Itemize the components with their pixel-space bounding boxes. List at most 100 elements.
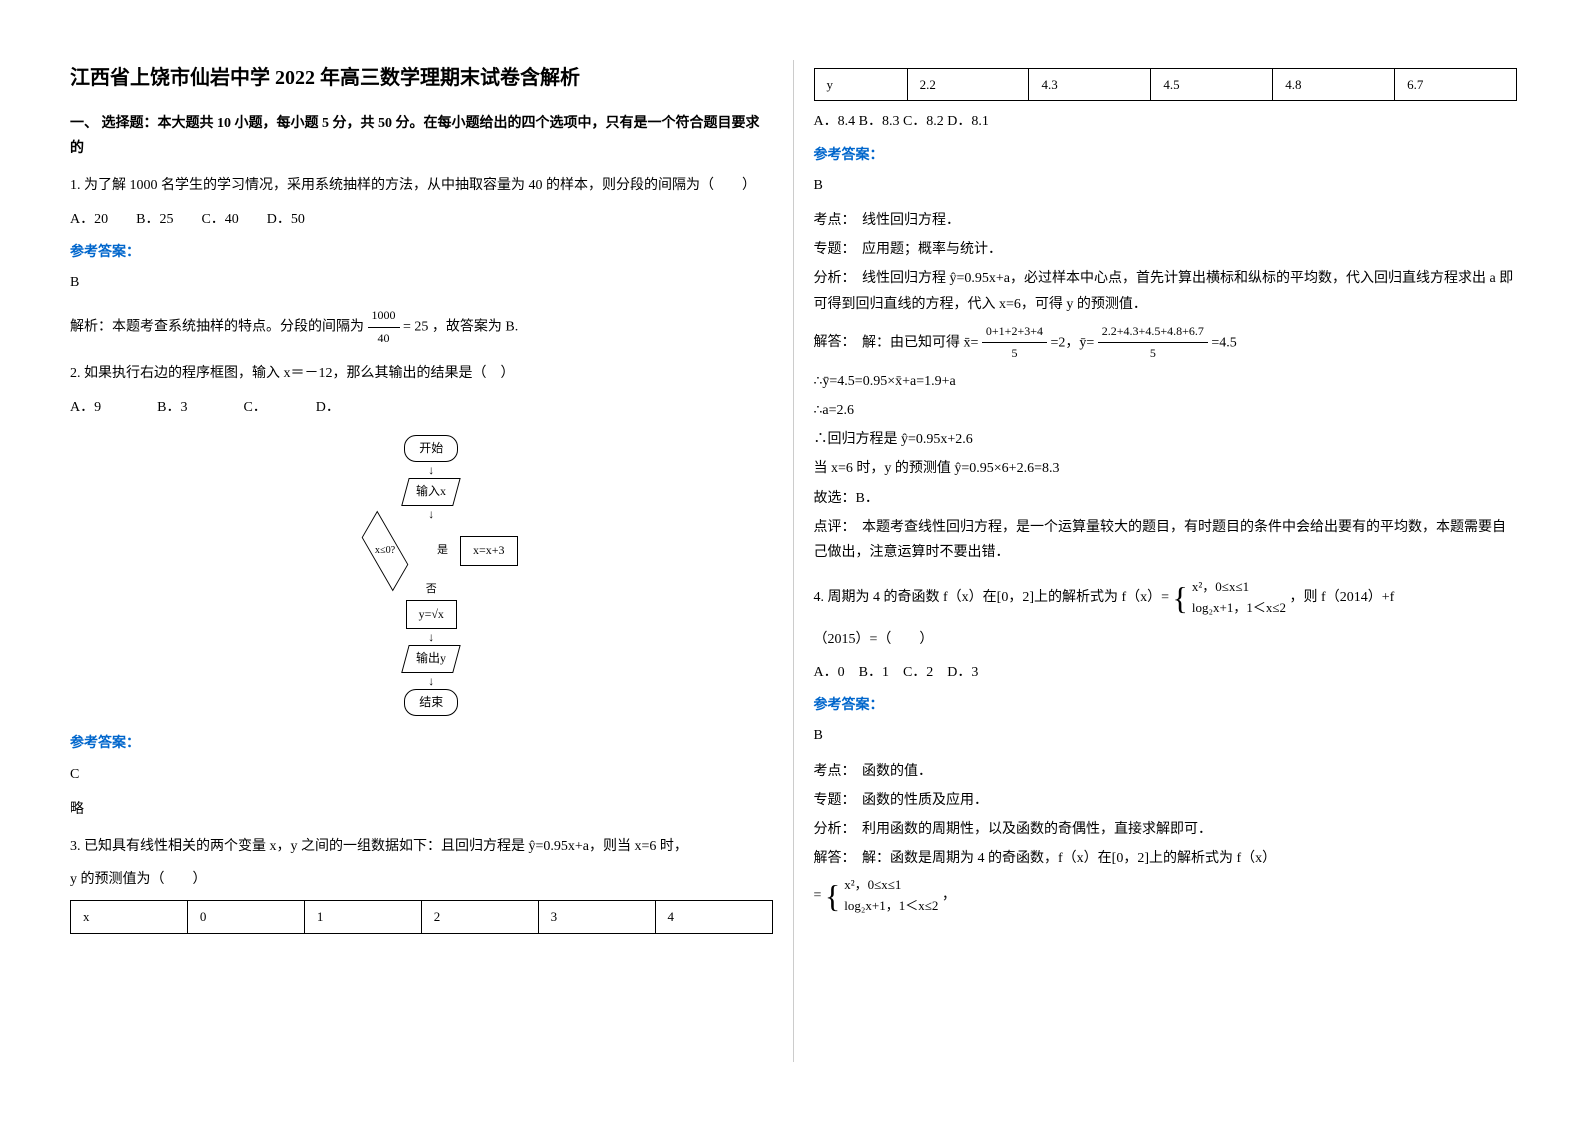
table-cell: 0 — [187, 901, 304, 933]
q1-options: A．20 B．25 C．40 D．50 — [70, 207, 773, 232]
fraction: 0+1+2+3+4 5 — [982, 321, 1047, 365]
special-label: 专题： — [814, 788, 859, 813]
mid-text: =2，ȳ= — [1050, 335, 1094, 350]
frac-den: 5 — [1098, 343, 1208, 365]
q2-options: A．9 B．3 C． D． — [70, 395, 773, 420]
flow-assign: x=x+3 — [460, 536, 518, 566]
q4-special: 专题： 函数的性质及应用． — [814, 788, 1518, 813]
mid-text: =4.5 — [1211, 335, 1236, 350]
q1-explain-end: ，故答案为 B. — [432, 319, 518, 334]
section-header: 一、 选择题：本大题共 10 小题，每小题 5 分，共 50 分。在每小题给出的… — [70, 111, 773, 161]
q3-analysis: 分析： 线性回归方程 ŷ=0.95x+a，必过样本中心点，首先计算出横标和纵标的… — [814, 266, 1518, 316]
piecewise-function: { x²，0≤x≤1 log₂x+1，1＜x≤2 — [1173, 577, 1286, 619]
q4-options: A．0 B．1 C．2 D．3 — [814, 660, 1518, 685]
data-table-cont: y 2.2 4.3 4.5 4.8 6.7 — [814, 68, 1518, 101]
q3-solve: 解答： 解：由已知可得 x̄= 0+1+2+3+4 5 =2，ȳ= 2.2+4.… — [814, 321, 1518, 365]
arrow-icon: ↓ — [428, 675, 434, 687]
table-row: y 2.2 4.3 4.5 4.8 6.7 — [814, 69, 1517, 101]
topic-text: 函数的值． — [862, 764, 932, 779]
question-4: 4. 周期为 4 的奇函数 f（x）在[0，2]上的解析式为 f（x）= { x… — [814, 577, 1518, 619]
special-text: 函数的性质及应用． — [862, 793, 988, 808]
piecewise-function: { x²，0≤x≤1 log₂x+1，1＜x≤2 — [825, 875, 938, 917]
q4-topic: 考点： 函数的值． — [814, 759, 1518, 784]
q4-solve: 解答： 解：函数是周期为 4 的奇函数，f（x）在[0，2]上的解析式为 f（x… — [814, 846, 1518, 871]
flow-yes: 是 — [437, 541, 448, 561]
answer-label: 参考答案： — [814, 143, 1518, 168]
flow-output-text: 输出y — [416, 648, 446, 670]
q3-line: 当 x=6 时，y 的预测值 ŷ=0.95×6+2.6=8.3 — [814, 456, 1518, 481]
answer-label: 参考答案： — [70, 731, 773, 756]
frac-den: 40 — [368, 328, 400, 350]
q1-explain-text: 解析：本题考查系统抽样的特点。分段的间隔为 — [70, 319, 364, 334]
special-text: 应用题；概率与统计． — [862, 242, 1002, 257]
table-cell: 2 — [421, 901, 538, 933]
eq-prefix: = — [814, 888, 822, 903]
comment-text: 本题考查线性回归方程，是一个运算量较大的题目，有时题目的条件中会给出要有的平均数… — [814, 520, 1507, 560]
q3-special: 专题： 应用题；概率与统计． — [814, 237, 1518, 262]
q3-line: ∴a=2.6 — [814, 398, 1518, 423]
q2-answer: C — [70, 762, 773, 787]
arrow-icon: ↓ — [428, 631, 434, 643]
pw-line: x²，0≤x≤1 — [1192, 577, 1286, 598]
flow-calc: y=√x — [406, 600, 457, 630]
solve-prefix: 解：由已知可得 x̄= — [862, 335, 978, 350]
table-cell: 2.2 — [907, 69, 1029, 101]
flow-condition: x≤0? — [362, 511, 409, 592]
q3-line: ∴回归方程是 ŷ=0.95x+2.6 — [814, 427, 1518, 452]
q3-topic: 考点： 线性回归方程． — [814, 208, 1518, 233]
analysis-label: 分析： — [814, 817, 859, 842]
answer-label: 参考答案： — [70, 240, 773, 265]
pw-line: log₂x+1，1＜x≤2 — [844, 896, 938, 917]
q3-line: ∴ȳ=4.5=0.95×x̄+a=1.9+a — [814, 369, 1518, 394]
table-cell: 4 — [655, 901, 772, 933]
q3-text-c: y 的预测值为（ ） — [70, 867, 773, 892]
answer-label: 参考答案： — [814, 693, 1518, 718]
table-cell: x — [71, 901, 188, 933]
analysis-text: 利用函数的周期性，以及函数的奇偶性，直接求解即可． — [862, 822, 1212, 837]
solve-text: 解：函数是周期为 4 的奇函数，f（x）在[0，2]上的解析式为 f（x） — [862, 851, 1276, 866]
arrow-icon: ↓ — [428, 464, 434, 476]
q4-text-c: （2015）=（ ） — [814, 627, 1518, 652]
analysis-text: 线性回归方程 ŷ=0.95x+a，必过样本中心点，首先计算出横标和纵标的平均数，… — [814, 271, 1514, 311]
question-2: 2. 如果执行右边的程序框图，输入 x＝－12，那么其输出的结果是（ ） — [70, 361, 773, 386]
frac-den: 5 — [982, 343, 1047, 365]
frac-num: 0+1+2+3+4 — [982, 321, 1047, 344]
fraction: 2.2+4.3+4.5+4.8+6.7 5 — [1098, 321, 1208, 365]
table-cell: 1 — [304, 901, 421, 933]
arrow-icon: ↓ — [428, 508, 434, 520]
q3-line: 故选：B． — [814, 486, 1518, 511]
pw-line: x²，0≤x≤1 — [844, 875, 938, 896]
q2-note: 略 — [70, 797, 773, 822]
table-cell: 4.3 — [1029, 69, 1151, 101]
question-1: 1. 为了解 1000 名学生的学习情况，采用系统抽样的方法，从中抽取容量为 4… — [70, 173, 773, 198]
flow-input: 输入x — [402, 478, 461, 506]
special-label: 专题： — [814, 237, 859, 262]
q1-explain: 解析：本题考查系统抽样的特点。分段的间隔为 1000 40 = 25 ，故答案为… — [70, 305, 773, 349]
fraction: 1000 40 — [368, 305, 400, 349]
q4-text-b: ，则 f（2014）+f — [1290, 590, 1395, 605]
q3-answer: B — [814, 173, 1518, 198]
q3-options: A．8.4 B．8.3 C．8.2 D．8.1 — [814, 109, 1518, 134]
q3-text-b: =0.95x+a，则当 x=6 时， — [536, 839, 688, 854]
page-title: 江西省上饶市仙岩中学 2022 年高三数学理期末试卷含解析 — [70, 60, 773, 96]
q4-answer: B — [814, 723, 1518, 748]
flow-cond-text: x≤0? — [375, 542, 395, 560]
brace-icon: { — [1173, 582, 1188, 614]
brace-icon: { — [825, 880, 840, 912]
topic-label: 考点： — [814, 759, 859, 784]
comment-label: 点评： — [814, 515, 859, 540]
flow-input-text: 输入x — [416, 481, 446, 503]
flowchart: 开始 ↓ 输入x ↓ x≤0? 是 x=x+3 否 y=√x ↓ 输出y ↓ 结… — [90, 435, 773, 717]
table-cell: 6.7 — [1395, 69, 1517, 101]
flow-no: 否 — [426, 580, 437, 600]
frac-num: 2.2+4.3+4.5+4.8+6.7 — [1098, 321, 1208, 344]
frac-num: 1000 — [368, 305, 400, 328]
pw-line: log₂x+1，1＜x≤2 — [1192, 598, 1286, 619]
flow-output: 输出y — [402, 645, 461, 673]
eq-suffix: ， — [942, 888, 956, 903]
table-cell: 3 — [538, 901, 655, 933]
solve-label: 解答： — [814, 330, 859, 355]
topic-text: 线性回归方程． — [862, 213, 960, 228]
flow-end: 结束 — [404, 689, 458, 717]
q3-text-a: 3. 已知具有线性相关的两个变量 x，y 之间的一组数据如下：且回归方程是 — [70, 839, 525, 854]
